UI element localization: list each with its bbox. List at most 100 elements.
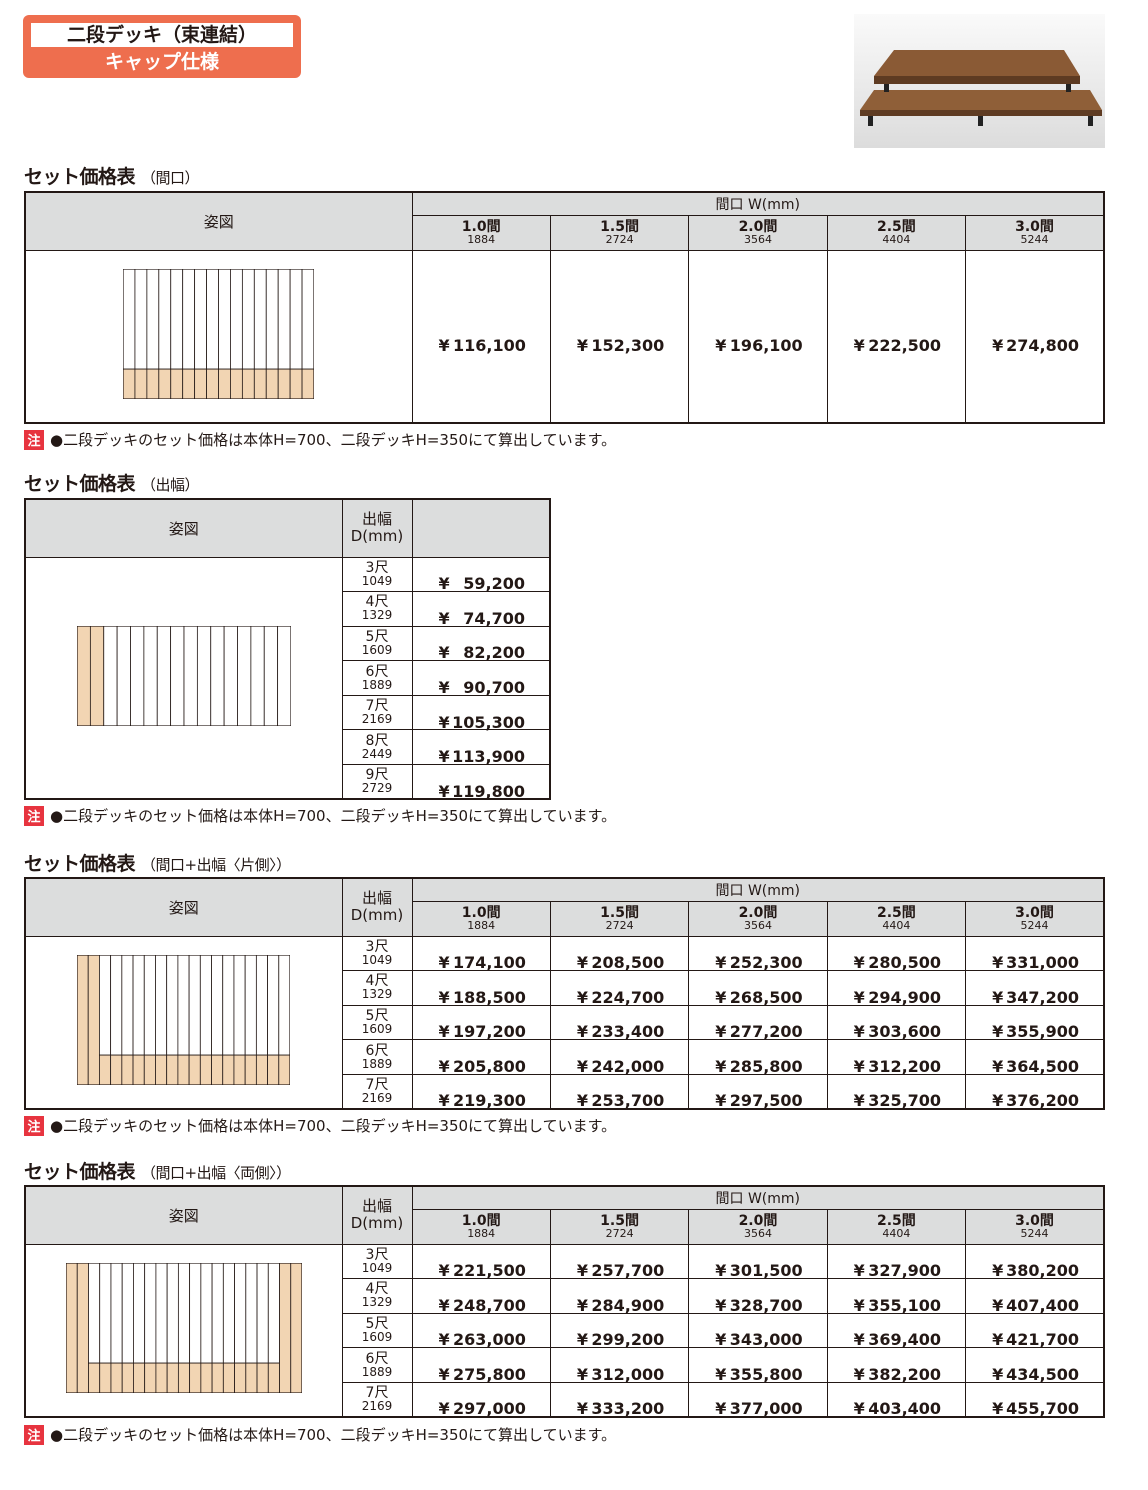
price-cell: ¥376,200 — [965, 1073, 1105, 1110]
price-cell: ¥219,300 — [411, 1073, 551, 1110]
deck-slat — [245, 1054, 258, 1086]
depth-header: 7尺 2169 — [341, 1073, 413, 1110]
deck-slat — [166, 1054, 179, 1086]
deck-slat — [134, 268, 148, 370]
width-header: 3.0間 5244 — [965, 900, 1105, 937]
price-cell: ¥280,500 — [826, 935, 967, 972]
deck-slat — [256, 954, 269, 1056]
deck-plan-diagram — [65, 1262, 303, 1394]
deck-slat — [263, 625, 278, 727]
depth-header: 6尺 1889 — [341, 660, 413, 696]
price-cell: ¥285,800 — [688, 1039, 828, 1076]
price-cell: ¥248,700 — [411, 1278, 551, 1315]
deck-slat — [211, 954, 224, 1056]
deck-slat — [110, 1362, 123, 1394]
price-cell: ¥297,500 — [688, 1073, 828, 1110]
deck-slat — [76, 1262, 89, 1394]
price-cell: ¥343,000 — [688, 1312, 828, 1349]
price-cell: ¥275,800 — [411, 1347, 551, 1384]
deck-slat — [110, 1054, 123, 1086]
deck-slat — [256, 1362, 269, 1394]
deck-slat — [236, 625, 252, 727]
deck-slat — [242, 368, 255, 400]
deck-slat — [134, 368, 148, 400]
deck-slat — [256, 1262, 269, 1364]
width-group-header: 間口 W(mm) — [411, 877, 1105, 902]
deck-slat — [121, 1262, 134, 1364]
deck-slat — [289, 268, 303, 370]
note-tag: 注 — [24, 805, 44, 826]
price-cell: ¥312,000 — [549, 1347, 690, 1384]
deck-slat — [99, 1362, 112, 1394]
deck-slat — [267, 954, 280, 1056]
depth-header: 6尺 1889 — [341, 1039, 413, 1075]
deck-slat — [290, 1262, 303, 1394]
depth-header: 9尺 2729 — [341, 764, 413, 800]
price-cell: ¥224,700 — [549, 970, 690, 1007]
deck-slat — [206, 268, 220, 370]
price-cell: ¥327,900 — [826, 1243, 967, 1280]
deck-slat — [245, 1362, 258, 1394]
depth-group-header: 出幅 D(mm) — [341, 498, 413, 558]
deck-slat — [233, 954, 246, 1056]
deck-slat — [129, 625, 145, 727]
deck-slat — [210, 625, 225, 727]
price-cell: ¥434,500 — [965, 1347, 1105, 1384]
depth-group-header: 出幅 D(mm) — [341, 877, 413, 937]
product-badge: 二段デッキ（束連結） キャップ仕様 — [23, 15, 301, 78]
width-header: 1.0間 1884 — [411, 214, 551, 251]
deck-slat — [155, 954, 168, 1056]
deck-slat — [116, 625, 131, 727]
deck-slat — [278, 368, 291, 400]
deck-slat — [194, 268, 208, 370]
deck-slat — [143, 625, 158, 727]
deck-slat — [132, 954, 145, 1056]
figure-header: 姿図 — [24, 498, 343, 558]
price-cell: ¥119,800 — [411, 764, 551, 801]
deck-slat — [146, 268, 160, 370]
price-cell: ¥274,800 — [965, 249, 1105, 424]
deck-slat — [144, 1262, 157, 1364]
deck-slat — [245, 954, 258, 1056]
price-cell: ¥113,900 — [411, 729, 551, 766]
price-cell: ¥380,200 — [965, 1243, 1105, 1280]
product-subtitle: キャップ仕様 — [104, 51, 219, 73]
deck-slat — [121, 954, 134, 1056]
price-note: 注 ●二段デッキのセット価格は本体H=700、二段デッキH=350にて算出していま… — [24, 1424, 616, 1445]
price-cell: ¥325,700 — [826, 1073, 967, 1110]
deck-plan-diagram — [122, 268, 315, 400]
price-cell: ¥277,200 — [688, 1004, 828, 1041]
deck-slat — [266, 368, 279, 400]
depth-header: 3尺 1049 — [341, 935, 413, 972]
price-note: 注 ●二段デッキのセット価格は本体H=700、二段デッキH=350にて算出していま… — [24, 805, 616, 826]
note-tag: 注 — [24, 1424, 44, 1445]
depth-header: 7尺 2169 — [341, 694, 413, 731]
price-cell: ¥299,200 — [549, 1312, 690, 1349]
deck-slat — [267, 1054, 280, 1086]
price-cell: ¥222,500 — [826, 249, 967, 424]
width-header: 2.0間 3564 — [688, 900, 828, 937]
product-photo — [854, 14, 1105, 148]
deck-slat — [170, 368, 184, 400]
deck-slat — [206, 368, 220, 400]
figure-header: 姿図 — [24, 191, 413, 251]
deck-slat — [278, 954, 291, 1056]
width-header: 2.5間 4404 — [826, 214, 967, 251]
depth-header: 3尺 1049 — [341, 556, 413, 593]
deck-slat — [144, 1362, 157, 1394]
width-header: 1.0間 1884 — [411, 900, 551, 937]
price-cell: ¥455,700 — [965, 1381, 1105, 1418]
price-cell: ¥284,900 — [549, 1278, 690, 1315]
price-cell: ¥252,300 — [688, 935, 828, 972]
price-cell: ¥364,500 — [965, 1039, 1105, 1076]
width-group-header: 間口 W(mm) — [411, 1185, 1105, 1210]
price-cell: ¥355,900 — [965, 1004, 1105, 1041]
price-cell: ¥347,200 — [965, 970, 1105, 1007]
deck-slat — [99, 1262, 112, 1364]
price-cell: ¥152,300 — [549, 249, 690, 424]
price-cell: ¥263,000 — [411, 1312, 551, 1349]
depth-header: 6尺 1889 — [341, 1347, 413, 1383]
depth-group-header: 出幅 D(mm) — [341, 1185, 413, 1245]
deck-slat — [266, 268, 279, 370]
deck-slat — [89, 625, 104, 727]
